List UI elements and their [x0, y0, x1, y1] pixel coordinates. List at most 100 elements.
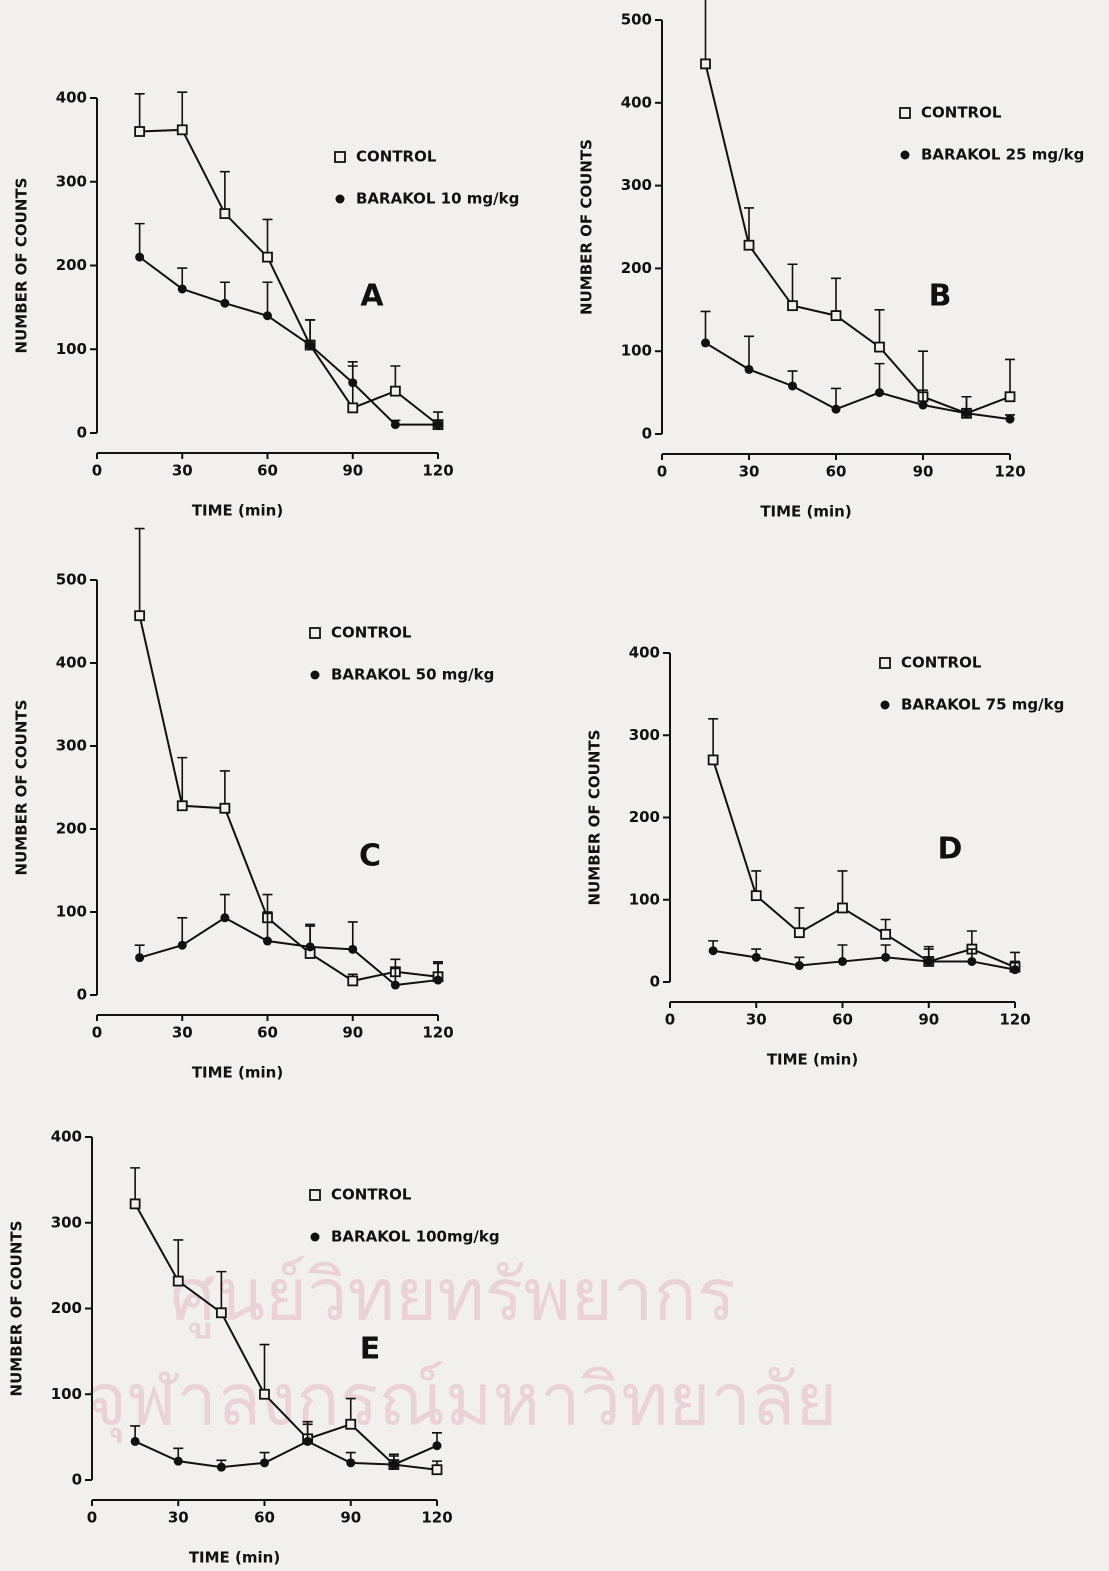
marker — [830, 310, 842, 321]
watermark: ศูนย์วิทยทรัพยากร — [170, 1253, 736, 1339]
series-line — [134, 1203, 438, 1471]
y-tick-label: 200 — [51, 1299, 82, 1317]
error-bar — [704, 0, 707, 64]
marker — [262, 251, 273, 263]
legend-label: BARAKOL 100mg/kg — [331, 1228, 500, 1246]
marker — [794, 961, 804, 971]
marker — [962, 408, 971, 418]
y-axis-label: NUMBER OF COUNTS — [8, 1221, 26, 1397]
x-axis-label: TIME (min) — [192, 502, 283, 520]
marker — [135, 953, 145, 963]
marker — [345, 1418, 357, 1430]
y-tick-label: 200 — [56, 820, 87, 838]
y-tick-label: 300 — [51, 1213, 82, 1231]
marker — [130, 1436, 140, 1446]
error-bar — [262, 281, 273, 316]
error-bar — [177, 917, 188, 946]
panel-label: E — [360, 1332, 381, 1367]
marker — [1004, 391, 1016, 403]
error-bar — [744, 335, 754, 370]
marker — [347, 402, 359, 414]
y-tick-label: 100 — [56, 903, 87, 921]
legend-marker — [334, 151, 346, 163]
error-bar — [874, 309, 885, 348]
chart: 0 100 200 300 400 500 0 30 60 90 120 TIME (min) NUMB… — [578, 0, 1084, 521]
panel-label: A — [360, 279, 384, 314]
y-tick-label: 100 — [56, 340, 87, 358]
marker — [701, 338, 710, 348]
error-bar — [262, 911, 273, 942]
marker — [348, 378, 358, 388]
error-bar — [831, 277, 841, 316]
y-tick-label: 100 — [51, 1385, 82, 1403]
y-tick-label: 500 — [621, 11, 652, 29]
marker — [303, 1436, 313, 1446]
legend-label: CONTROL — [356, 148, 437, 166]
series-line — [712, 949, 1016, 971]
x-tick-label: 0 — [665, 1011, 675, 1029]
legend-marker — [310, 670, 320, 680]
y-axis-label: NUMBER OF COUNTS — [578, 139, 596, 315]
marker — [305, 942, 315, 952]
series-line — [712, 759, 1016, 969]
y-tick-label: 400 — [51, 1128, 82, 1146]
y-tick-label: 300 — [621, 176, 652, 194]
marker — [433, 975, 443, 985]
marker — [708, 946, 718, 956]
marker — [918, 400, 928, 410]
legend-label: BARAKOL 25 mg/kg — [921, 146, 1084, 164]
x-tick-label: 30 — [172, 462, 193, 480]
error-bar — [134, 93, 145, 132]
y-tick-label: 100 — [629, 890, 660, 908]
marker — [750, 890, 762, 902]
y-tick-label: 100 — [621, 342, 652, 360]
marker — [263, 311, 272, 321]
chart: 0 100 200 300 400 0 30 60 90 120 TIME (min) NUMBER … — [13, 89, 520, 520]
legend-label: BARAKOL 10 mg/kg — [356, 190, 519, 208]
marker — [173, 1456, 183, 1466]
marker — [875, 388, 884, 398]
x-tick-label: 60 — [832, 1011, 853, 1029]
watermark: จุฬาลงกรณ์มหาวิทยาลัย — [85, 1358, 837, 1444]
error-bar — [1005, 358, 1015, 397]
legend-marker — [335, 194, 345, 204]
marker — [390, 420, 400, 430]
error-bar — [134, 527, 145, 616]
marker — [432, 1441, 442, 1451]
marker — [743, 239, 755, 251]
error-bar — [744, 207, 754, 246]
series-line — [139, 256, 438, 426]
error-bar — [918, 350, 928, 397]
marker — [129, 1198, 141, 1210]
x-axis-label: TIME (min) — [189, 1549, 280, 1567]
error-bar — [874, 362, 885, 393]
y-axis-label: NUMBER OF COUNTS — [13, 700, 31, 876]
x-axis-label: TIME (min) — [767, 1051, 858, 1069]
marker — [431, 1464, 443, 1476]
legend-label: CONTROL — [921, 104, 1002, 122]
marker — [134, 126, 146, 137]
y-tick-label: 300 — [56, 172, 87, 190]
error-bar — [177, 91, 188, 130]
legend-marker — [309, 1189, 321, 1201]
marker — [744, 364, 754, 374]
marker — [390, 980, 400, 990]
x-tick-label: 0 — [657, 463, 667, 481]
error-bar — [347, 921, 358, 950]
marker — [177, 940, 187, 950]
legend-marker — [879, 657, 891, 669]
legend-label: CONTROL — [901, 654, 982, 672]
y-tick-label: 400 — [56, 654, 87, 672]
marker — [793, 927, 805, 939]
x-tick-label: 120 — [994, 463, 1025, 481]
x-axis-label: TIME (min) — [192, 1064, 283, 1082]
marker — [347, 975, 359, 987]
panel-label: B — [929, 279, 952, 314]
marker — [263, 936, 272, 946]
error-bar — [134, 222, 145, 258]
series-line — [134, 1440, 438, 1469]
y-tick-label: 300 — [56, 737, 87, 755]
y-tick-label: 0 — [650, 973, 660, 991]
error-bar — [216, 1270, 227, 1313]
